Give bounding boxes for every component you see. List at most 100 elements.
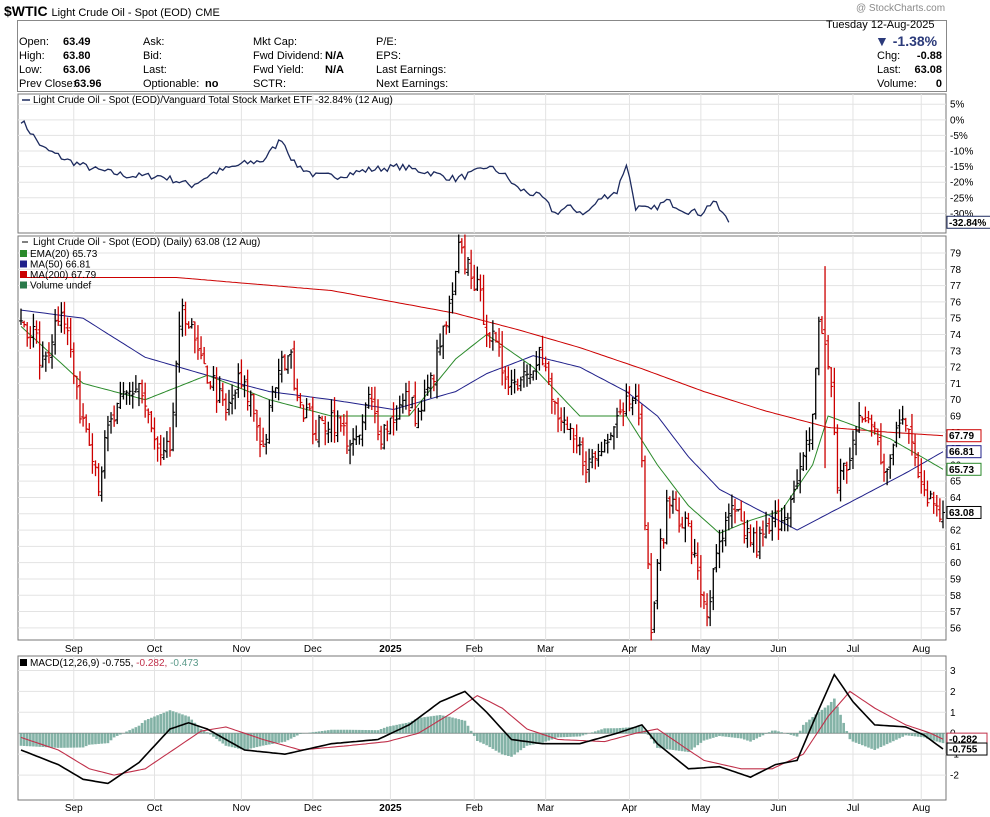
macd-histogram-bar [112, 733, 116, 738]
macd-histogram-bar [202, 730, 206, 734]
macd-histogram-bar [615, 728, 619, 734]
macd-histogram-bar [774, 730, 777, 734]
macd-histogram-bar [671, 733, 675, 750]
price-bar [441, 325, 446, 360]
macd-histogram-bar [941, 733, 945, 744]
macd-histogram-bar [482, 733, 485, 744]
price-bar [850, 430, 855, 470]
price-bar [593, 451, 598, 470]
price-bar [649, 553, 654, 641]
price-panel: 5657585960616263646566676869707172737475… [17, 234, 982, 655]
macd-histogram-bar [895, 733, 898, 740]
macd-histogram-bar [795, 733, 799, 737]
macd-histogram-bar [826, 705, 830, 734]
price-bar [636, 384, 641, 426]
price-bar [478, 274, 483, 302]
macd-histogram-bar [680, 733, 684, 752]
macd-histogram-bar [873, 733, 877, 750]
macd-histogram-bar [817, 712, 821, 734]
price-bar [189, 318, 194, 329]
macd-histogram-bar [718, 733, 721, 737]
macd-histogram-bar [857, 733, 861, 744]
ratio-frame [17, 93, 947, 234]
macd-histogram-bar [56, 733, 60, 748]
price-legend-entry: MA(200) 67.79 [30, 270, 97, 281]
macd-histogram-bar [187, 716, 190, 734]
price-bar [199, 336, 204, 360]
ratio-y-tick: 0% [950, 115, 965, 126]
price-bar [273, 387, 278, 399]
macd-histogram-bar [687, 733, 690, 753]
macd-histogram-bar [264, 733, 268, 746]
price-bar [99, 466, 104, 502]
macd-histogram-bar [78, 733, 82, 748]
macd-histogram-bar [233, 733, 237, 748]
price-bar [419, 400, 424, 421]
price-bar [571, 427, 576, 454]
price-bar [450, 282, 455, 314]
price-bar [369, 387, 374, 411]
macd-histogram-bar [739, 733, 743, 739]
macd-histogram-bar [75, 733, 79, 748]
price-bar [202, 346, 207, 365]
macd-histogram-bar [693, 733, 696, 748]
macd-histogram-bar [60, 733, 63, 748]
x-tick-label-price: Apr [622, 644, 638, 655]
macd-histogram-bar [541, 733, 544, 743]
macd-histogram-bar [553, 733, 557, 739]
macd-histogram-bar [140, 722, 144, 734]
price-bar [434, 339, 439, 399]
x-tick-label-price: Sep [65, 644, 83, 655]
price-bar [264, 433, 269, 455]
macd-histogram-bar [503, 733, 507, 756]
macd-histogram-bar [848, 733, 852, 740]
price-bar [183, 301, 188, 336]
macd-histogram-bar [336, 729, 339, 734]
macd-histogram-bar [885, 733, 889, 745]
macd-histogram-bar [271, 733, 274, 744]
macd-histogram-bar [361, 729, 364, 734]
price-last-label: 67.79 [949, 431, 974, 442]
ma200-line [21, 277, 944, 437]
macd-histogram-bar [28, 733, 32, 747]
sctr-label: SCTR: [253, 78, 286, 90]
macd-histogram-bar [761, 733, 765, 736]
macd-histogram-bar [808, 719, 811, 734]
price-bar [931, 491, 936, 514]
x-tick-label-price: Oct [147, 644, 163, 655]
price-bar [130, 381, 135, 409]
price-bar [65, 317, 70, 346]
price-bar [397, 395, 402, 420]
macd-histogram-bar [258, 733, 262, 747]
x-tick-label-macd: Feb [466, 803, 484, 814]
price-bar [53, 309, 58, 355]
ratio-last-label-box [946, 215, 990, 229]
ratio-line [20, 119, 730, 223]
price-bar [96, 463, 101, 497]
price-bar [717, 529, 722, 569]
macd-histogram-bar [460, 719, 464, 734]
x-tick-label-macd: Sep [65, 803, 83, 814]
macd-histogram-bar [286, 733, 290, 741]
macd-histogram-bar [472, 733, 476, 736]
price-bar [729, 494, 734, 528]
price-bar [798, 452, 803, 494]
price-bar [490, 320, 495, 351]
price-bar [143, 382, 148, 418]
price-bar [928, 490, 933, 500]
ratio-y-tick: -5% [950, 131, 968, 142]
price-y-tick: 65 [950, 477, 962, 488]
macd-histogram-bar [864, 733, 867, 747]
macd-histogram-bar [308, 732, 312, 734]
macd-legend-swatch [20, 659, 27, 666]
x-tick-label-macd: Apr [622, 803, 638, 814]
price-bar [913, 433, 918, 467]
price-bar [382, 424, 387, 450]
price-bar [310, 397, 315, 445]
macd-histogram-bar [165, 711, 169, 734]
macd-histogram-bar [491, 733, 495, 749]
price-bar [605, 433, 610, 454]
macd-histogram-bar [544, 733, 547, 742]
price-bar [646, 522, 651, 570]
macd-histogram-bar [789, 733, 793, 735]
